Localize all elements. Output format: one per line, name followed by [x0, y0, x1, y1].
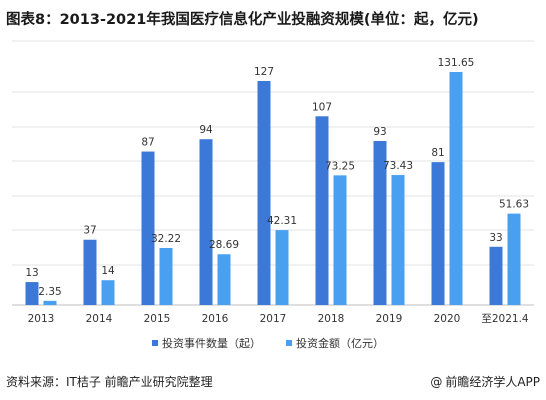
bar-investment-amount: [333, 175, 347, 305]
x-tick-label: 2016: [202, 313, 229, 325]
x-tick-label: 至2021.4: [481, 313, 529, 325]
bar-investment-count: [141, 151, 155, 305]
x-tick-label: 2013: [28, 313, 55, 325]
bar-investment-count: [373, 140, 387, 305]
bar-investment-amount: [217, 254, 231, 305]
brand-credit: @ 前瞻经济学人APP: [430, 373, 540, 390]
at-icon: @: [430, 374, 443, 389]
bar-investment-count: [257, 81, 271, 305]
bar-investment-count: [489, 246, 503, 305]
data-label-investment-count: 93: [373, 126, 386, 138]
data-label-investment-count: 94: [199, 124, 213, 136]
bar-investment-amount: [507, 213, 521, 305]
bar-investment-count: [199, 139, 213, 305]
legend-investment-count-swatch: [152, 340, 158, 346]
bar-investment-amount: [101, 280, 115, 305]
data-label-investment-amount: 42.31: [267, 215, 297, 227]
bar-investment-amount: [391, 175, 405, 305]
x-tick-label: 2017: [260, 313, 287, 325]
source-note: 资料来源：IT桔子 前瞻产业研究院整理: [6, 375, 213, 389]
bar-investment-count: [83, 239, 97, 305]
data-label-investment-amount: 14: [101, 265, 115, 277]
chart-title: 图表8：2013-2021年我国医疗信息化产业投融资规模(单位：起，亿元): [6, 12, 479, 28]
bar-investment-count: [431, 162, 445, 305]
x-tick-label: 2015: [144, 313, 171, 325]
bar-investment-count: [25, 282, 39, 305]
bar-investment-amount: [159, 247, 173, 305]
data-label-investment-amount: 73.25: [325, 160, 355, 172]
bar-investment-amount: [275, 230, 289, 305]
brand-name: 前瞻经济学人APP: [445, 375, 540, 389]
bar-investment-amount: [449, 72, 463, 305]
data-label-investment-count: 37: [83, 225, 96, 237]
data-label-investment-count: 81: [431, 147, 444, 159]
data-label-investment-amount: 131.65: [438, 57, 475, 69]
legend-investment-amount-swatch: [286, 340, 292, 346]
data-label-investment-amount: 28.69: [209, 239, 239, 251]
bar-investment-count: [315, 116, 329, 305]
data-label-investment-amount: 2.35: [38, 286, 61, 298]
x-tick-label: 2018: [318, 313, 345, 325]
x-tick-label: 2019: [376, 313, 403, 325]
data-label-investment-count: 107: [312, 101, 332, 113]
legend-investment-amount-label: 投资金额（亿元）: [296, 336, 384, 350]
x-tick-label: 2014: [86, 313, 113, 325]
bar-investment-amount: [43, 300, 57, 305]
data-label-investment-amount: 32.22: [151, 233, 181, 245]
data-label-investment-count: 87: [141, 137, 154, 149]
data-label-investment-amount: 51.63: [499, 199, 529, 211]
legend-investment-count-label: 投资事件数量（起）: [162, 336, 261, 350]
x-tick-label: 2020: [434, 313, 461, 325]
data-label-investment-amount: 73.43: [383, 160, 413, 172]
data-label-investment-count: 13: [25, 267, 38, 279]
data-label-investment-count: 33: [489, 232, 502, 244]
data-label-investment-count: 127: [254, 66, 274, 78]
